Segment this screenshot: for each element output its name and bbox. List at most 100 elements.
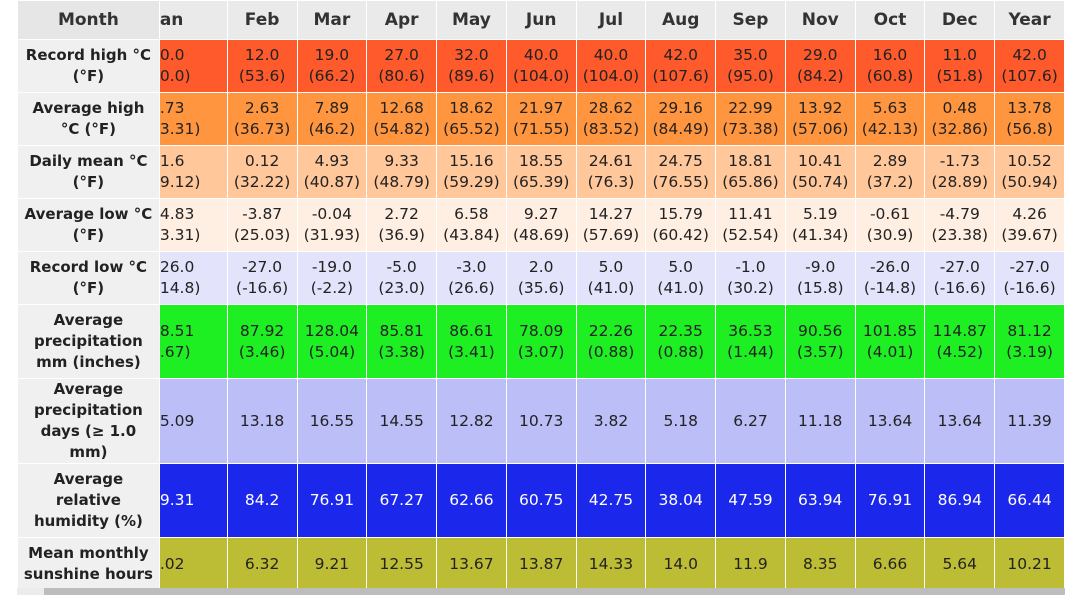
data-cell: 6.27 bbox=[715, 378, 786, 464]
cell-value-converted: (4.52) bbox=[936, 342, 984, 361]
data-cell: 86.61 (3.41) bbox=[436, 304, 507, 379]
data-cell: -9.0 (15.8) bbox=[784, 251, 856, 305]
cell-value: 66.44 bbox=[1007, 491, 1052, 509]
cell-value: 4.83 bbox=[159, 205, 195, 223]
data-cell: 35.0 (95.0) bbox=[715, 39, 786, 93]
data-cell: 16.55 bbox=[296, 378, 368, 464]
cell-value-converted: (32.86) bbox=[931, 120, 988, 138]
cell-value-converted: (23.0) bbox=[378, 279, 425, 297]
data-cell: 114.87 (4.52) bbox=[924, 304, 996, 379]
cell-value: 87.92 bbox=[239, 321, 285, 340]
row-header: Average precipitation days (≥ 1.0 mm) bbox=[17, 378, 160, 464]
data-cell: -26.0 (-14.8) bbox=[854, 251, 926, 305]
data-cell: 81.12 (3.19) bbox=[994, 304, 1065, 379]
cell-value-converted: (65.52) bbox=[443, 120, 500, 138]
data-cell: 6.66 bbox=[854, 537, 926, 590]
data-cell: -1.0 (30.2) bbox=[715, 251, 786, 305]
cell-value: 9.31 bbox=[159, 491, 195, 509]
cell-value-converted: (25.03) bbox=[233, 226, 291, 244]
cell-value: 2.0 bbox=[528, 258, 554, 276]
cell-value: 10.21 bbox=[1007, 554, 1052, 573]
cell-value-converted: (41.0) bbox=[587, 279, 635, 297]
cell-value-converted: (52.54) bbox=[722, 226, 779, 244]
cell-value: 5.18 bbox=[663, 411, 698, 430]
data-cell: 42.75 bbox=[575, 463, 647, 538]
cell-value: 2.89 bbox=[872, 152, 908, 170]
cell-value: -3.0 bbox=[456, 258, 487, 276]
cell-value-converted: (26.6) bbox=[448, 279, 495, 297]
cell-value: 10.73 bbox=[518, 411, 564, 430]
data-cell: 8.51 .67) bbox=[158, 304, 228, 379]
cell-value: -1.73 bbox=[939, 152, 980, 170]
data-cell: 62.66 bbox=[436, 463, 507, 538]
data-cell: -19.0 (-2.2) bbox=[296, 251, 368, 305]
cell-value-converted: (76.3) bbox=[587, 173, 635, 191]
data-cell: 27.0 (80.6) bbox=[366, 39, 438, 93]
climate-table-scroll-container[interactable]: Month an Feb Mar Apr May Jun Jul Aug Sep Nov Oct De… bbox=[17, 0, 1065, 590]
cell-value-converted: (73.38) bbox=[722, 120, 779, 138]
data-cell: 12.55 bbox=[366, 537, 438, 590]
data-cell: 18.81 (65.86) bbox=[715, 145, 786, 199]
cell-value: 4.26 bbox=[1012, 205, 1047, 223]
table-row: Record low °C (°F) 26.0 14.8) -27.0 (-16.6) -… bbox=[17, 251, 1065, 305]
cell-value: 47.59 bbox=[728, 491, 773, 509]
data-cell: -5.0 (23.0) bbox=[366, 251, 438, 305]
cell-value: -27.0 bbox=[242, 258, 283, 276]
data-cell: 10.73 bbox=[505, 378, 577, 464]
data-cell: 10.21 bbox=[994, 537, 1065, 590]
data-cell: 13.78 (56.8) bbox=[994, 92, 1065, 146]
data-cell: 19.0 (66.2) bbox=[296, 39, 368, 93]
row-header: Daily mean °C (°F) bbox=[17, 145, 160, 199]
cell-value: 128.04 bbox=[304, 321, 359, 340]
cell-value: 9.21 bbox=[314, 554, 350, 573]
cell-value: 2.63 bbox=[244, 99, 280, 117]
cell-value: 85.81 bbox=[379, 321, 424, 340]
cell-value-converted: (31.93) bbox=[303, 226, 361, 244]
cell-value-converted: (23.38) bbox=[931, 226, 988, 244]
cell-value: -9.0 bbox=[805, 258, 836, 276]
cell-value-converted: (5.04) bbox=[308, 342, 356, 361]
data-cell: 13.18 bbox=[226, 378, 298, 464]
table-row: Daily mean °C (°F) 1.6 9.12) 0.12 (32.22) 4.9… bbox=[17, 145, 1065, 199]
data-cell: 14.0 bbox=[645, 537, 717, 590]
table-row: Mean monthly sunshine hours .02 6.32 9.21 12… bbox=[17, 537, 1065, 590]
cell-value: 81.12 bbox=[1007, 321, 1052, 340]
data-cell: -1.73 (28.89) bbox=[924, 145, 996, 199]
cell-value: 84.2 bbox=[244, 491, 280, 509]
data-cell: 6.58 (43.84) bbox=[436, 198, 507, 252]
cell-value: -1.0 bbox=[735, 258, 766, 276]
data-cell: -0.04 (31.93) bbox=[296, 198, 368, 252]
cell-value-converted: (0.88) bbox=[657, 342, 705, 361]
cell-value-converted: (-16.6) bbox=[933, 279, 986, 297]
cell-value: 10.41 bbox=[798, 152, 843, 170]
data-cell: 16.0 (60.8) bbox=[854, 39, 926, 93]
row-header: Mean monthly sunshine hours bbox=[17, 537, 160, 590]
cell-value-converted: (83.52) bbox=[582, 120, 640, 138]
data-cell: 3.82 bbox=[575, 378, 647, 464]
cell-value: 13.67 bbox=[449, 554, 494, 573]
cell-value: 9.27 bbox=[523, 205, 559, 223]
cell-value: 18.62 bbox=[449, 99, 494, 117]
data-cell: 5.18 bbox=[645, 378, 717, 464]
cell-value-converted: (42.13) bbox=[861, 120, 919, 138]
data-cell: 4.93 (40.87) bbox=[296, 145, 368, 199]
cell-value: 3.82 bbox=[593, 411, 629, 430]
cell-value: 22.99 bbox=[728, 99, 773, 117]
cell-value: 60.75 bbox=[518, 491, 564, 509]
data-cell: 90.56 (3.57) bbox=[784, 304, 856, 379]
cell-value: 86.61 bbox=[449, 321, 494, 340]
data-cell: .02 bbox=[158, 537, 228, 590]
cell-value: 6.27 bbox=[733, 411, 768, 430]
table-row: Average low °C (°F) 4.83 3.31) -3.87 (25.03)… bbox=[17, 198, 1065, 252]
cell-value: 0.48 bbox=[942, 99, 978, 117]
data-cell: 13.64 bbox=[854, 378, 926, 464]
data-cell: 24.61 (76.3) bbox=[575, 145, 647, 199]
cell-value-converted: (30.2) bbox=[727, 279, 774, 297]
horizontal-scrollbar-thumb[interactable] bbox=[44, 588, 1065, 595]
cell-value: 29.0 bbox=[802, 46, 838, 64]
cell-value-converted: (1.44) bbox=[727, 342, 774, 361]
cell-value: .73 bbox=[159, 99, 185, 117]
cell-value: -0.04 bbox=[311, 205, 352, 223]
data-cell: 9.31 bbox=[158, 463, 228, 538]
cell-value-converted: (104.0) bbox=[582, 67, 640, 85]
